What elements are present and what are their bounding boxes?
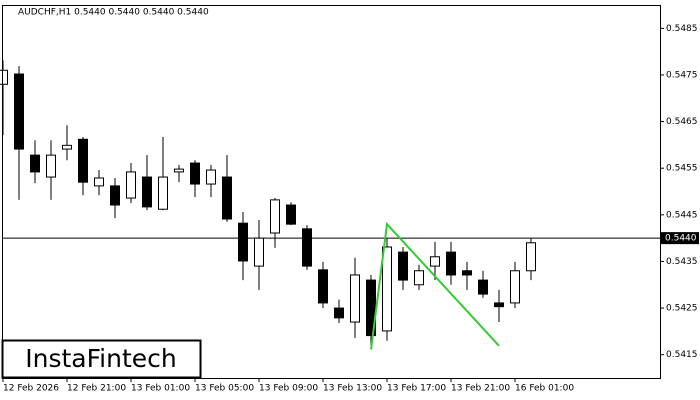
- plot-area: [0, 60, 660, 350]
- candle-body: [14, 73, 24, 150]
- candle-body: [142, 176, 152, 208]
- x-tick-label: 12 Feb 21:00: [67, 384, 126, 394]
- candle-body: [78, 138, 88, 183]
- logo: InstaFintech: [25, 344, 177, 373]
- candle-body: [350, 274, 360, 323]
- x-tick-label: 13 Feb 17:00: [387, 384, 446, 394]
- x-tick-label: 13 Feb 01:00: [131, 384, 190, 394]
- candle-body: [174, 168, 184, 173]
- chart-title: AUDCHF,H1 0.5440 0.5440 0.5440 0.5440: [18, 8, 209, 18]
- candle-body: [158, 176, 168, 210]
- candle-body: [254, 237, 264, 267]
- y-tick-label: 0.5425: [666, 304, 698, 314]
- y-tick-label: 0.5475: [666, 70, 698, 80]
- candle-body: [430, 256, 440, 267]
- candle-body: [414, 270, 424, 286]
- current-price-label: 0.5440: [665, 234, 697, 244]
- current-price-box: [661, 232, 699, 245]
- candle-body: [446, 251, 456, 276]
- candle-body: [46, 154, 56, 178]
- x-tick-label: 13 Feb 21:00: [451, 384, 510, 394]
- candle-body: [334, 307, 344, 319]
- candle-body: [0, 69, 8, 85]
- logo-box: [1, 339, 202, 379]
- candle-body: [510, 270, 520, 304]
- x-tick-label: 13 Feb 05:00: [195, 384, 254, 394]
- plot-border: [2, 5, 661, 379]
- candle-body: [462, 270, 472, 276]
- x-tick-label: 13 Feb 13:00: [323, 384, 382, 394]
- x-tick-label: 16 Feb 01:00: [515, 384, 574, 394]
- candle-body: [30, 154, 40, 173]
- pattern-line: [370, 221, 500, 350]
- candle-body: [382, 246, 392, 332]
- candle-body: [526, 242, 536, 272]
- candle-body: [222, 176, 232, 220]
- candle-body: [62, 144, 72, 150]
- candle-body: [398, 251, 408, 281]
- candle-body: [270, 199, 280, 234]
- y-tick-label: 0.5455: [666, 164, 698, 174]
- candle-body: [110, 185, 120, 206]
- x-tick-label: 12 Feb 2026: [3, 384, 59, 394]
- y-tick-label: 0.5415: [666, 350, 698, 360]
- candle-body: [126, 171, 136, 199]
- candle-body: [478, 279, 488, 295]
- x-tick-label: 13 Feb 09:00: [259, 384, 318, 394]
- y-tick-label: 0.5435: [666, 257, 698, 267]
- candle-body: [206, 169, 216, 185]
- candle-body: [302, 228, 312, 267]
- candle-body: [190, 162, 200, 185]
- candle-body: [318, 269, 328, 304]
- candle-body: [494, 302, 504, 308]
- y-tick-label: 0.5445: [666, 210, 698, 220]
- candle-body: [286, 204, 296, 225]
- y-tick-label: 0.5485: [666, 24, 698, 34]
- candle-body: [238, 222, 248, 262]
- candle-body: [94, 177, 104, 187]
- y-tick-label: 0.5465: [666, 117, 698, 127]
